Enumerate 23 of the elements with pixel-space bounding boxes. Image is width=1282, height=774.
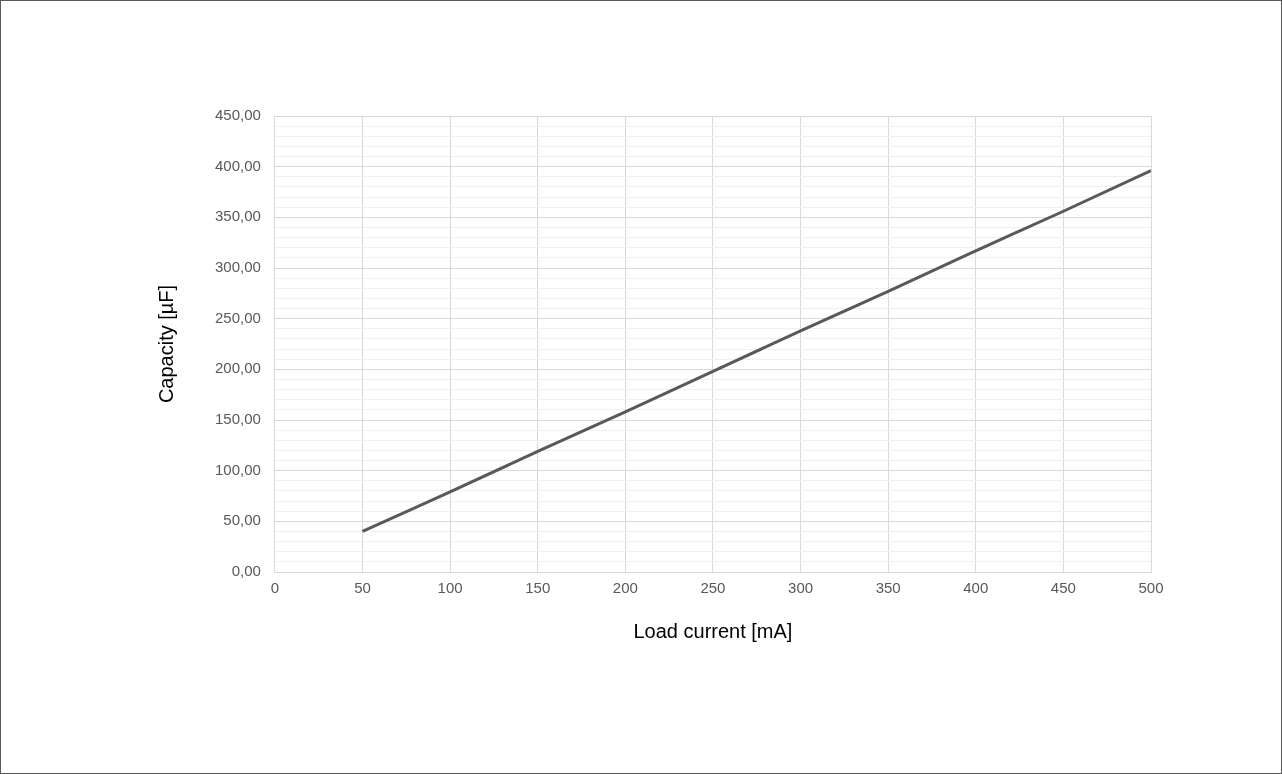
x-tick-label: 250: [700, 579, 726, 597]
x-tick-label: 150: [525, 579, 551, 597]
x-tick-label: 50: [354, 579, 371, 597]
x-tick-label: 500: [1138, 579, 1164, 597]
x-axis-title: Load current [mA]: [633, 619, 793, 642]
y-tick-label: 300,00: [214, 258, 261, 276]
y-tick-label: 450,00: [214, 106, 261, 124]
y-axis-title: Capacity [µF]: [154, 284, 177, 404]
y-tick-label: 0,00: [231, 562, 261, 580]
x-tick-label: 0: [270, 579, 280, 597]
x-tick-label: 450: [1050, 579, 1076, 597]
x-tick-label: 300: [788, 579, 814, 597]
y-tick-label: 50,00: [223, 511, 261, 529]
y-tick-label: 150,00: [214, 410, 261, 428]
y-tick-label: 350,00: [214, 207, 261, 225]
y-tick-label: 100,00: [214, 460, 261, 478]
x-tick-label: 350: [875, 579, 901, 597]
y-tick-label: 250,00: [214, 308, 261, 326]
x-tick-label: 400: [963, 579, 989, 597]
x-tick-label: 100: [437, 579, 463, 597]
y-tick-label: 200,00: [214, 359, 261, 377]
x-tick-label: 200: [612, 579, 638, 597]
y-tick-label: 400,00: [214, 156, 261, 174]
